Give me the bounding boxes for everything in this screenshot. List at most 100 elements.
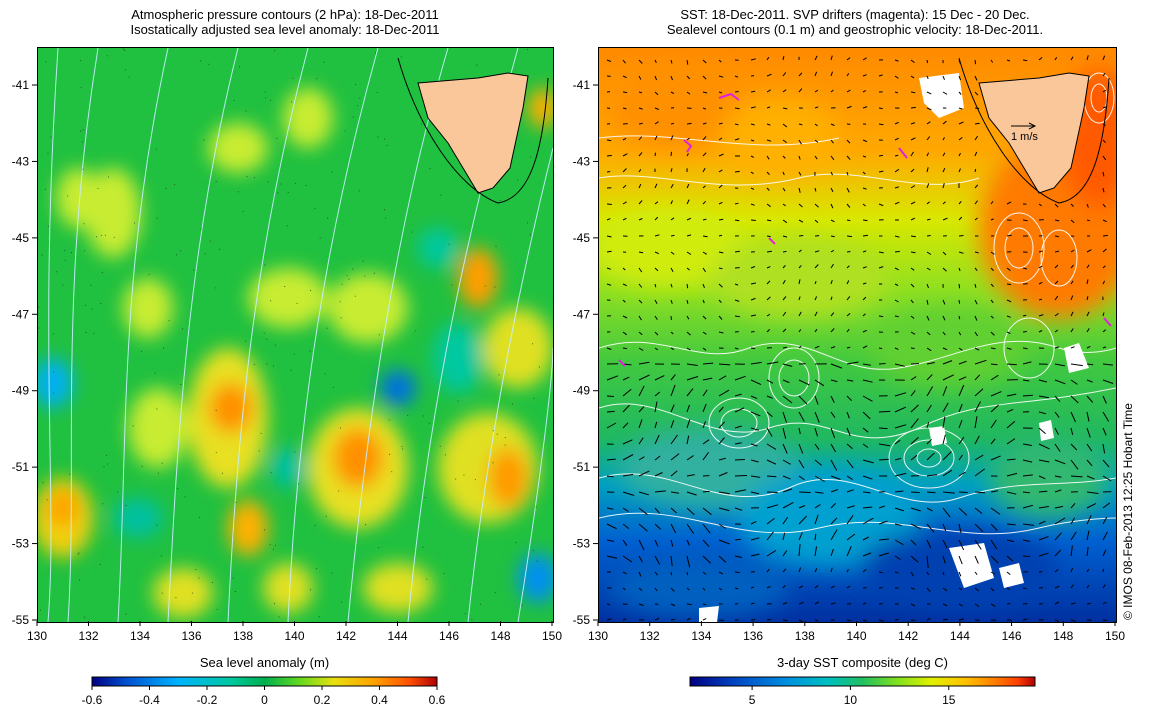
velocity-arrow <box>862 552 872 557</box>
velocity-arrow <box>670 135 674 141</box>
velocity-arrow <box>670 122 675 125</box>
velocity-arrow <box>830 548 834 557</box>
velocity-arrow <box>814 55 818 61</box>
velocity-arrow <box>1086 345 1091 349</box>
velocity-arrow <box>638 385 645 397</box>
velocity-arrow <box>958 571 962 577</box>
velocity-arrow <box>750 586 755 589</box>
velocity-arrow <box>990 201 994 205</box>
velocity-arrow <box>702 267 707 273</box>
velocity-arrow <box>750 395 758 400</box>
velocity-arrow <box>718 184 723 189</box>
velocity-arrow <box>926 474 938 477</box>
y-tick-label: -45 <box>12 231 30 245</box>
velocity-arrow <box>718 555 727 563</box>
velocity-arrow <box>606 154 612 157</box>
velocity-arrow <box>622 473 634 477</box>
stipple-dot <box>85 332 87 333</box>
velocity-arrow <box>622 168 627 173</box>
velocity-arrow <box>782 279 786 285</box>
velocity-arrow <box>862 395 873 402</box>
velocity-arrow <box>1006 267 1011 272</box>
x-tick-label: 146 <box>1002 629 1022 643</box>
colorbar-tick-label: 5 <box>749 693 756 707</box>
stipple-dot <box>80 87 82 89</box>
stipple-dot <box>402 448 404 450</box>
stipple-dot <box>124 49 126 51</box>
velocity-arrow <box>686 217 692 221</box>
stipple-dot <box>84 250 85 252</box>
velocity-arrow <box>830 363 843 369</box>
stipple-dot <box>269 543 271 545</box>
velocity-arrow <box>974 331 979 337</box>
stipple-dot <box>263 332 265 334</box>
velocity-arrow <box>1070 443 1078 451</box>
velocity-arrow <box>1006 59 1011 62</box>
stipple-dot <box>338 490 340 492</box>
velocity-arrow <box>1086 411 1090 422</box>
velocity-arrow <box>718 137 723 141</box>
velocity-arrow <box>606 218 611 221</box>
velocity-arrow <box>910 390 916 397</box>
stipple-dot <box>105 454 107 456</box>
stipple-dot <box>67 195 69 197</box>
velocity-arrow <box>702 283 705 288</box>
velocity-arrow <box>734 587 739 590</box>
velocity-arrow <box>878 363 886 365</box>
velocity-arrow <box>782 443 788 454</box>
velocity-arrow <box>990 363 998 366</box>
velocity-arrow <box>926 136 931 141</box>
stipple-dot <box>494 592 496 594</box>
velocity-arrow <box>878 587 883 589</box>
velocity-arrow <box>974 299 978 305</box>
velocity-arrow <box>622 587 626 591</box>
velocity-arrow <box>894 439 901 445</box>
velocity-arrow <box>606 171 611 173</box>
velocity-arrow <box>670 184 674 189</box>
velocity-arrow <box>974 555 979 564</box>
velocity-arrow <box>702 452 710 461</box>
stipple-dot <box>39 609 41 611</box>
velocity-arrow <box>750 155 755 158</box>
velocity-arrow <box>734 283 739 286</box>
velocity-arrow <box>1038 281 1043 285</box>
velocity-arrow <box>830 602 836 605</box>
velocity-arrow <box>606 59 612 62</box>
velocity-arrow <box>990 347 996 350</box>
velocity-arrow <box>878 315 884 318</box>
velocity-arrow <box>1070 619 1076 622</box>
stipple-dot <box>273 365 274 367</box>
velocity-arrow <box>734 489 747 493</box>
sla-stipple-dots <box>38 48 540 622</box>
velocity-arrow <box>1102 549 1107 557</box>
velocity-arrow <box>1054 489 1062 493</box>
velocity-arrow <box>750 520 757 525</box>
velocity-arrow <box>910 315 915 319</box>
velocity-arrow <box>910 491 920 494</box>
no-data-patches <box>699 73 1089 622</box>
velocity-arrow <box>1070 567 1074 573</box>
velocity-arrow <box>926 121 931 125</box>
velocity-arrow <box>974 603 980 607</box>
velocity-arrow <box>654 490 666 493</box>
velocity-arrow <box>1086 443 1093 452</box>
velocity-arrow <box>830 71 833 77</box>
stipple-dot <box>46 499 48 501</box>
velocity-arrow <box>958 267 961 272</box>
velocity-arrow <box>798 123 803 126</box>
velocity-arrow <box>894 235 900 238</box>
velocity-arrow <box>926 201 930 205</box>
velocity-arrow <box>926 315 930 321</box>
velocity-arrow <box>942 251 947 256</box>
velocity-arrow <box>910 185 916 189</box>
velocity-arrow <box>1022 361 1032 365</box>
velocity-arrow <box>814 427 818 437</box>
velocity-arrow <box>878 538 889 541</box>
velocity-arrow <box>1022 587 1027 590</box>
stipple-dot <box>42 482 44 484</box>
velocity-arrow <box>894 523 902 526</box>
svp-drifter-tracks <box>618 92 1112 367</box>
velocity-arrow <box>638 218 643 221</box>
velocity-arrow <box>862 443 869 449</box>
velocity-arrow <box>766 106 771 109</box>
